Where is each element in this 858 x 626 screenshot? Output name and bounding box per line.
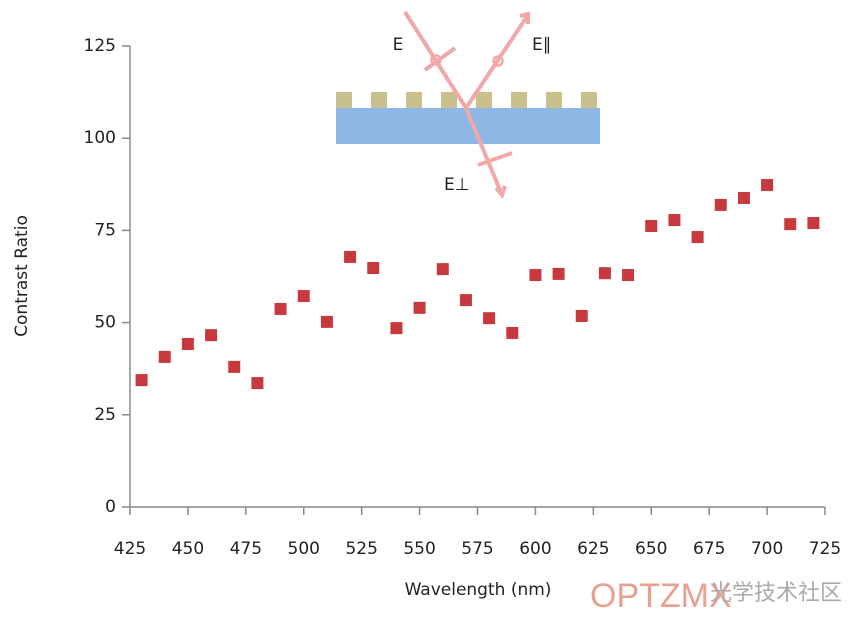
beams [403,10,530,199]
point [251,377,264,390]
inset-label: E⊥ [444,175,470,195]
x-tick-label: 650 [635,539,667,559]
point [135,374,148,387]
inset-label: E∥ [532,35,551,55]
point [413,301,426,314]
x-tick-label: 700 [751,539,783,559]
point [784,218,797,231]
x-tick-label: 550 [403,539,435,559]
x-tick-label: 725 [809,539,841,559]
watermark: 光学技术社区 [710,581,842,606]
y-tick-label: 25 [94,405,116,425]
x-tick-label: 425 [114,539,146,559]
y-tick-label: 75 [94,220,116,240]
x-tick-label: 500 [288,539,320,559]
y-tick-label: 125 [84,36,116,56]
inset-diagram: E E∥ E⊥ [336,10,600,199]
point [529,269,542,282]
point [274,302,287,315]
point [575,309,588,322]
point [205,329,218,342]
x-axis-label: Wavelength (nm) [405,580,552,600]
point [552,267,565,280]
x-tick-label: 600 [519,539,551,559]
point [668,214,681,227]
point [320,315,333,328]
x-tick-label: 475 [230,539,262,559]
point [761,179,774,192]
point [436,263,449,276]
y-tick-label: 0 [105,497,116,517]
x-tick-label: 575 [461,539,493,559]
point [691,231,704,244]
point [158,350,171,363]
y-tick-label: 100 [84,128,116,148]
point [622,269,635,282]
watermark: OPTZMX [590,577,732,615]
point [390,322,403,335]
point [228,360,241,373]
grating [336,92,597,108]
point [598,267,611,280]
point [459,294,472,307]
x-tick-label: 450 [172,539,204,559]
point [367,262,380,275]
point [645,219,658,232]
inset-label: E [393,35,404,55]
point [344,250,357,263]
point [807,217,820,230]
x-tick-label: 625 [577,539,609,559]
point [483,312,496,325]
point [714,198,727,211]
x-tick-label: 525 [345,539,377,559]
x-tick-label: 675 [693,539,725,559]
point [297,290,310,303]
point [181,337,194,350]
y-tick-label: 50 [94,313,116,333]
point [506,326,519,339]
point [737,191,750,204]
y-axis-label: Contrast Ratio [12,215,32,337]
